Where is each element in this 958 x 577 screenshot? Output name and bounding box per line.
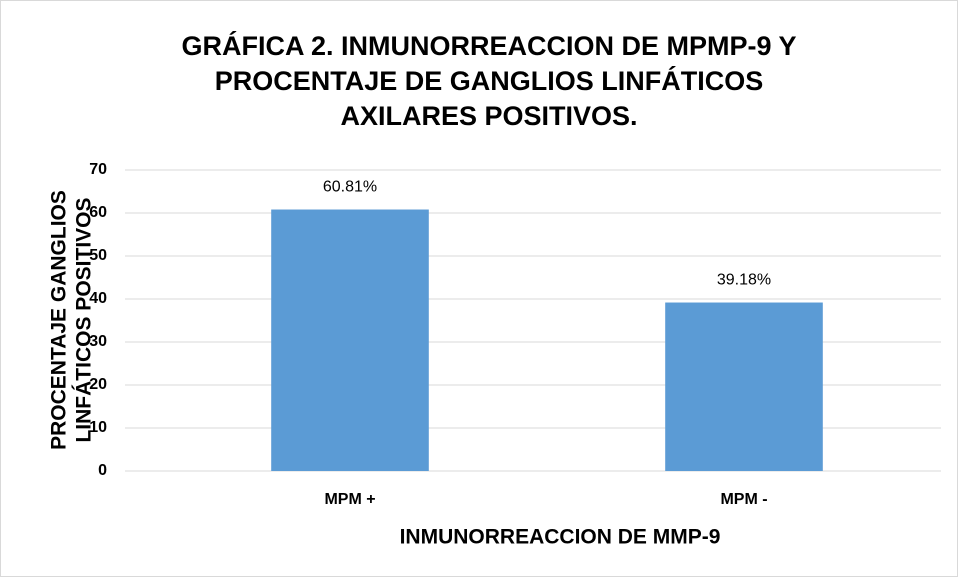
chart-title: AXILARES POSITIVOS.: [340, 101, 637, 131]
y-axis-label: LINFÁTICOS POSITIVOS: [73, 197, 96, 442]
x-axis-label: INMUNORREACCION DE MMP-9: [400, 526, 721, 549]
y-tick-label: 70: [89, 161, 107, 178]
bar: [665, 302, 823, 471]
chart-title: GRÁFICA 2. INMUNORREACCION DE MPMP-9 Y: [181, 30, 796, 61]
y-tick-label: 10: [89, 419, 107, 436]
x-tick-label: MPM +: [324, 491, 375, 508]
chart-title: PROCENTAJE DE GANGLIOS LINFÁTICOS: [215, 65, 764, 96]
y-tick-label: 30: [89, 333, 107, 350]
data-label: 60.81%: [323, 179, 377, 196]
y-tick-label: 40: [89, 290, 107, 307]
y-tick-label: 50: [89, 247, 107, 264]
data-label: 39.18%: [717, 272, 771, 289]
x-tick-label: MPM -: [720, 491, 767, 508]
y-axis-label: PROCENTAJE GANGLIOS: [48, 190, 71, 450]
y-tick-label: 20: [89, 376, 107, 393]
y-tick-label: 0: [98, 462, 107, 479]
bar: [271, 209, 429, 471]
y-tick-label: 60: [89, 204, 107, 221]
